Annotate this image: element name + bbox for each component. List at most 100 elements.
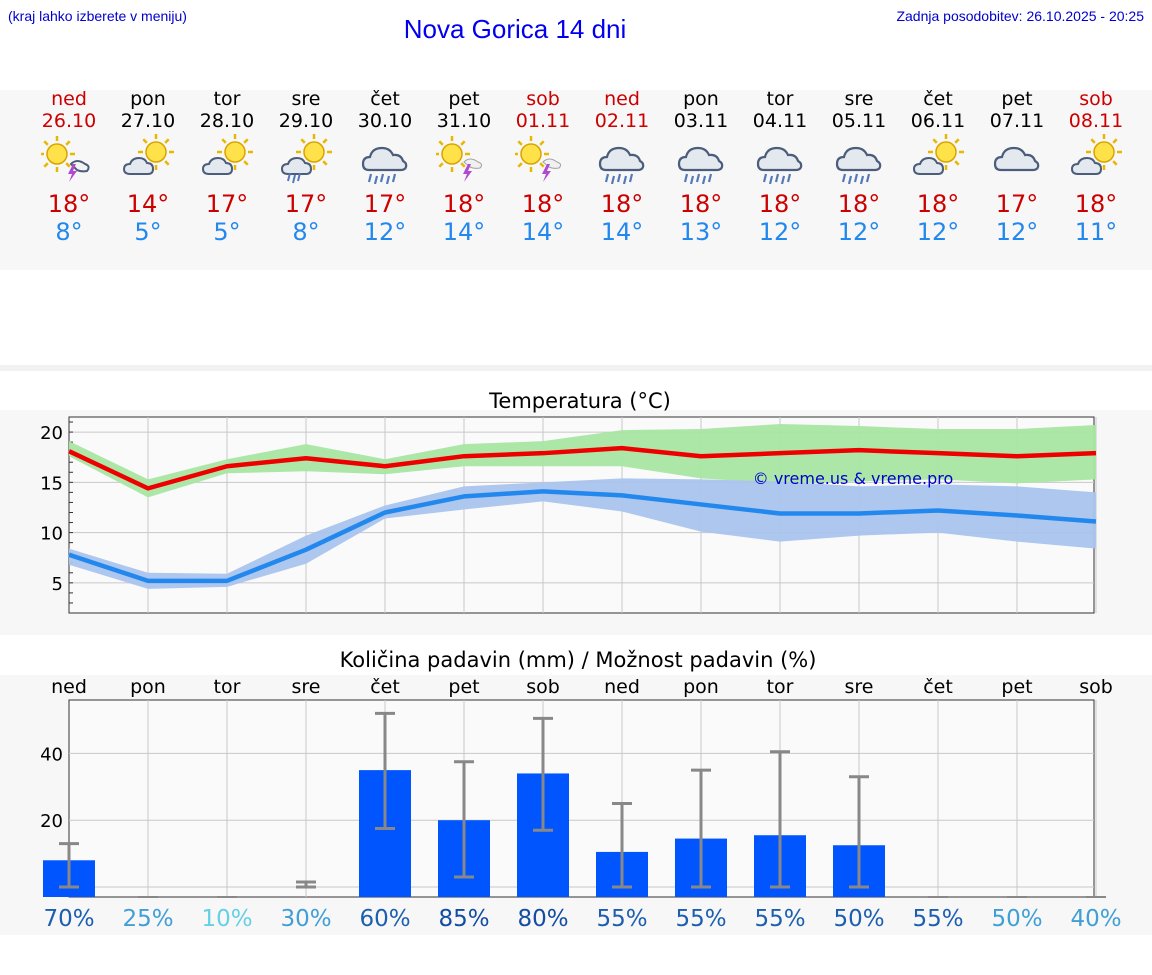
divider	[0, 365, 1152, 371]
max-temp: 18°	[679, 190, 723, 218]
precipitation-probability: 30%	[280, 906, 331, 932]
day-date: 28.10	[199, 110, 255, 132]
x-category-label: pon	[130, 676, 166, 698]
day-name: sre	[291, 88, 321, 110]
precipitation-probability: 25%	[122, 906, 173, 932]
sun-cloud-thunder-icon	[29, 134, 109, 184]
sun-icon	[515, 136, 549, 172]
day-forecast[interactable]: ned 26.10 18° 8°	[29, 88, 109, 246]
precipitation-probability: 55%	[675, 906, 726, 932]
precipitation-plot-area	[68, 699, 1095, 898]
precipitation-probability: 85%	[438, 906, 489, 932]
precipitation-probability: 10%	[201, 906, 252, 932]
sun-cloud-rain-icon	[266, 134, 346, 184]
min-temp: 12°	[916, 218, 960, 246]
day-name: tor	[766, 88, 794, 110]
precipitation-probability: 55%	[596, 906, 647, 932]
sun-cloud-icon	[898, 134, 978, 184]
max-temp: 14°	[126, 190, 170, 218]
day-name: čet	[923, 88, 953, 110]
cloud-rain-icon	[345, 134, 425, 184]
day-forecast[interactable]: tor 04.11 18° 12°	[740, 88, 820, 246]
day-name: sre	[844, 88, 874, 110]
min-temp: 12°	[363, 218, 407, 246]
day-forecast[interactable]: pet 31.10 18° 14°	[424, 88, 504, 246]
min-temp: 13°	[679, 218, 723, 246]
min-temp: 5°	[134, 218, 162, 246]
x-category-label: sob	[1079, 676, 1113, 698]
x-category-label: čet	[923, 676, 953, 698]
precipitation-probability: 60%	[359, 906, 410, 932]
temperature-chart-title: Temperatura (°C)	[488, 389, 671, 413]
day-date: 08.11	[1068, 110, 1124, 132]
day-date: 05.11	[831, 110, 887, 132]
y-tick-label: 20	[40, 423, 63, 444]
max-temp: 18°	[521, 190, 565, 218]
precipitation-probability: 70%	[43, 906, 94, 932]
y-tick-label: 15	[40, 473, 63, 494]
day-forecast[interactable]: čet 06.11 18° 12°	[898, 88, 978, 246]
y-tick-label: 20	[40, 811, 63, 832]
sun-icon	[138, 134, 174, 170]
x-category-label: ned	[51, 676, 87, 698]
day-date: 26.10	[41, 110, 97, 132]
precipitation-probability: 50%	[833, 906, 884, 932]
day-name: pon	[130, 88, 166, 110]
location-menu-hint[interactable]: (kraj lahko izberete v meniju)	[8, 8, 187, 24]
day-forecast[interactable]: sob 01.11 18° 14°	[503, 88, 583, 246]
cloud-icon	[977, 134, 1057, 184]
day-forecast[interactable]: sre 05.11 18° 12°	[819, 88, 899, 246]
day-date: 04.11	[752, 110, 808, 132]
day-forecast[interactable]: čet 30.10 17° 12°	[345, 88, 425, 246]
max-temp: 18°	[837, 190, 881, 218]
precipitation-probability: 80%	[517, 906, 568, 932]
min-temp: 12°	[837, 218, 881, 246]
max-temp: 18°	[600, 190, 644, 218]
x-category-label: sob	[526, 676, 560, 698]
day-date: 27.10	[120, 110, 176, 132]
max-temp: 18°	[916, 190, 960, 218]
sun-icon	[436, 136, 470, 172]
day-forecast[interactable]: sre 29.10 17° 8°	[266, 88, 346, 246]
watermark-text: © vreme.us & vreme.pro	[753, 469, 954, 488]
day-date: 31.10	[436, 110, 492, 132]
min-temp: 5°	[213, 218, 241, 246]
day-date: 01.11	[515, 110, 571, 132]
day-name: ned	[604, 88, 640, 110]
cloud-rain-icon	[661, 134, 741, 184]
day-forecast[interactable]: tor 28.10 17° 5°	[187, 88, 267, 246]
day-date: 30.10	[357, 110, 413, 132]
y-tick-label: 10	[40, 524, 63, 545]
forecast-band	[0, 90, 1152, 270]
precipitation-chart-title: Količina padavin (mm) / Možnost padavin …	[340, 648, 817, 672]
max-temp: 17°	[363, 190, 407, 218]
min-temp: 14°	[442, 218, 486, 246]
day-forecast[interactable]: ned 02.11 18° 14°	[582, 88, 662, 246]
day-forecast[interactable]: pon 27.10 14° 5°	[108, 88, 188, 246]
page-title: Nova Gorica 14 dni	[403, 14, 627, 44]
max-temp: 17°	[995, 190, 1039, 218]
sun-thunder-icon	[503, 134, 583, 184]
day-date: 07.11	[989, 110, 1045, 132]
min-temp: 11°	[1074, 218, 1118, 246]
day-date: 03.11	[673, 110, 729, 132]
day-forecast[interactable]: pet 07.11 17° 12°	[977, 88, 1057, 246]
y-tick-label: 5	[52, 574, 63, 595]
x-category-label: sre	[292, 676, 321, 698]
min-temp: 14°	[600, 218, 644, 246]
min-temp-line	[68, 489, 1097, 584]
sun-icon	[41, 136, 75, 172]
cloud-rain-icon	[740, 134, 820, 184]
max-temp: 18°	[758, 190, 802, 218]
cloud-rain-icon	[582, 134, 662, 184]
day-name: sob	[1079, 88, 1113, 110]
cloud-rain-icon	[819, 134, 899, 184]
min-temp: 14°	[521, 218, 565, 246]
precipitation-probability: 55%	[912, 906, 963, 932]
day-forecast[interactable]: sob 08.11 18° 11°	[1056, 88, 1136, 246]
day-date: 29.10	[278, 110, 334, 132]
day-forecast[interactable]: pon 03.11 18° 13°	[661, 88, 741, 246]
min-temp: 8°	[292, 218, 320, 246]
x-category-label: tor	[767, 676, 794, 698]
min-temp: 8°	[55, 218, 83, 246]
